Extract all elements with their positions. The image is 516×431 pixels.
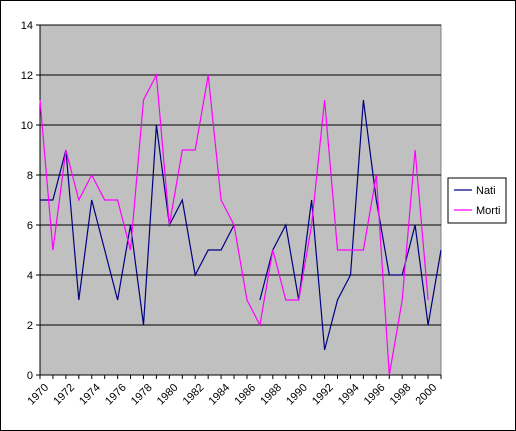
grid-lines <box>40 24 441 326</box>
x-tick-label: 1982 <box>181 382 207 408</box>
y-tick-label: 10 <box>21 120 33 132</box>
y-axis-ticks: 0 2 4 6 8 10 12 14 <box>21 20 33 382</box>
x-tick-label: 1998 <box>388 382 414 408</box>
x-tick-label: 1970 <box>25 382 51 408</box>
legend-box <box>447 177 507 224</box>
series-lines <box>39 72 442 376</box>
x-tick-label: 1984 <box>207 382 233 408</box>
x-tick-label: 1986 <box>232 382 258 408</box>
x-tick-label: 1996 <box>362 382 388 408</box>
plot-area <box>39 24 442 376</box>
series-line-nati <box>40 99 442 351</box>
x-tick-label: 1988 <box>258 382 284 408</box>
x-tick-label: 1992 <box>310 382 336 408</box>
y-tick-label: 14 <box>21 20 33 32</box>
x-tick-label: 1980 <box>155 382 181 408</box>
y-tick-label: 4 <box>27 270 33 282</box>
legend-label-morti: Morti <box>476 205 500 217</box>
y-tick-label: 0 <box>27 370 33 382</box>
x-tick-label: 1990 <box>284 382 310 408</box>
y-tick-label: 8 <box>27 170 33 182</box>
legend: Nati Morti <box>447 177 507 224</box>
y-tick-label: 12 <box>21 70 33 82</box>
x-tick-label: 2000 <box>413 382 439 408</box>
x-tick-label: 1976 <box>103 382 129 408</box>
series-line-morti <box>39 72 429 376</box>
x-tick-label: 1972 <box>51 382 77 408</box>
y-tick-label: 6 <box>27 220 33 232</box>
y-tick-label: 2 <box>27 320 33 332</box>
legend-label-nati: Nati <box>476 185 496 197</box>
x-tick-label: 1978 <box>129 382 155 408</box>
x-tick-label: 1994 <box>336 382 362 408</box>
x-axis-ticks: 1970 1972 1974 1976 1978 1980 1982 1984 … <box>25 382 439 408</box>
x-tick-label: 1974 <box>77 382 103 408</box>
